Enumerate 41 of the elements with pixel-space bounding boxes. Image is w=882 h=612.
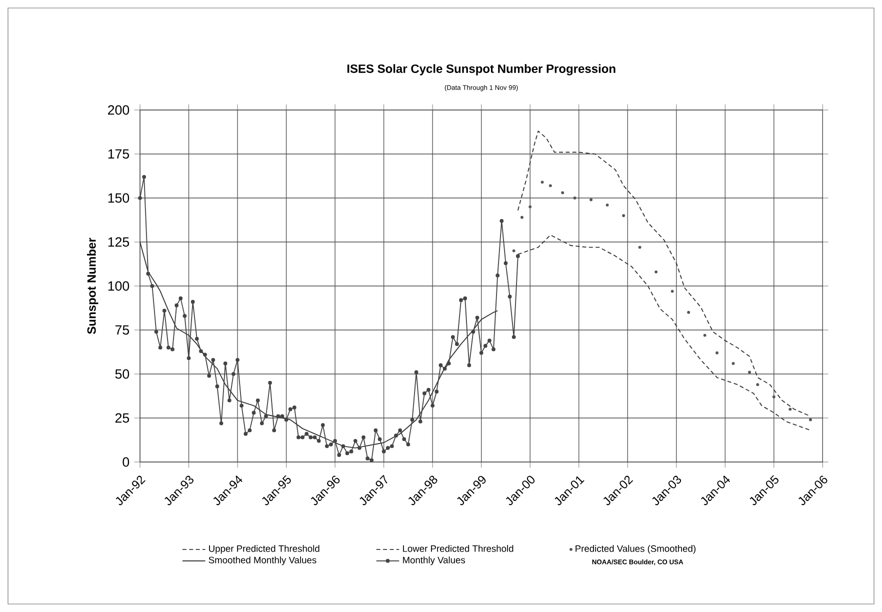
y-tick-label: 100 [108,281,130,291]
point [748,370,751,374]
point [520,216,524,219]
point [809,418,812,422]
point [732,362,735,365]
point [512,249,516,252]
point [716,351,718,354]
point [654,270,658,274]
point [528,205,532,208]
point [540,180,544,184]
point [670,290,674,293]
line-series [517,130,811,417]
y-tick-label: 75 [115,325,130,335]
legend-label: Predicted Values (Smoothed) [576,545,696,554]
point [561,191,564,194]
y-tick-label: 125 [108,237,130,247]
point [573,196,576,200]
point [590,198,593,202]
y-tick-label: 175 [108,149,130,159]
legend-label: Monthly Values [403,556,466,566]
y-tick-label: 200 [108,105,130,115]
point [703,334,706,337]
point [622,214,626,218]
legend-label: Upper Predicted Threshold [209,545,320,554]
point [756,383,760,386]
point [638,246,642,249]
legend-label: Lower Predicted Threshold [403,545,514,552]
y-tick-label: 0 [122,457,130,467]
point [788,408,792,411]
point [548,184,552,188]
point [606,204,609,207]
legend-label: Smoothed Monthly Values [208,556,316,566]
chart-title: ISES Solar Cycle Sunspot Number Progression [347,64,616,76]
y-tick-label: 25 [115,413,130,423]
y-tick-label: 150 [108,193,130,203]
line-series [517,234,811,431]
point [772,395,776,398]
y-axis-title: Sunspot Number [87,238,98,334]
line-series [140,242,498,448]
point [687,310,690,314]
y-tick-label: 50 [115,369,130,379]
